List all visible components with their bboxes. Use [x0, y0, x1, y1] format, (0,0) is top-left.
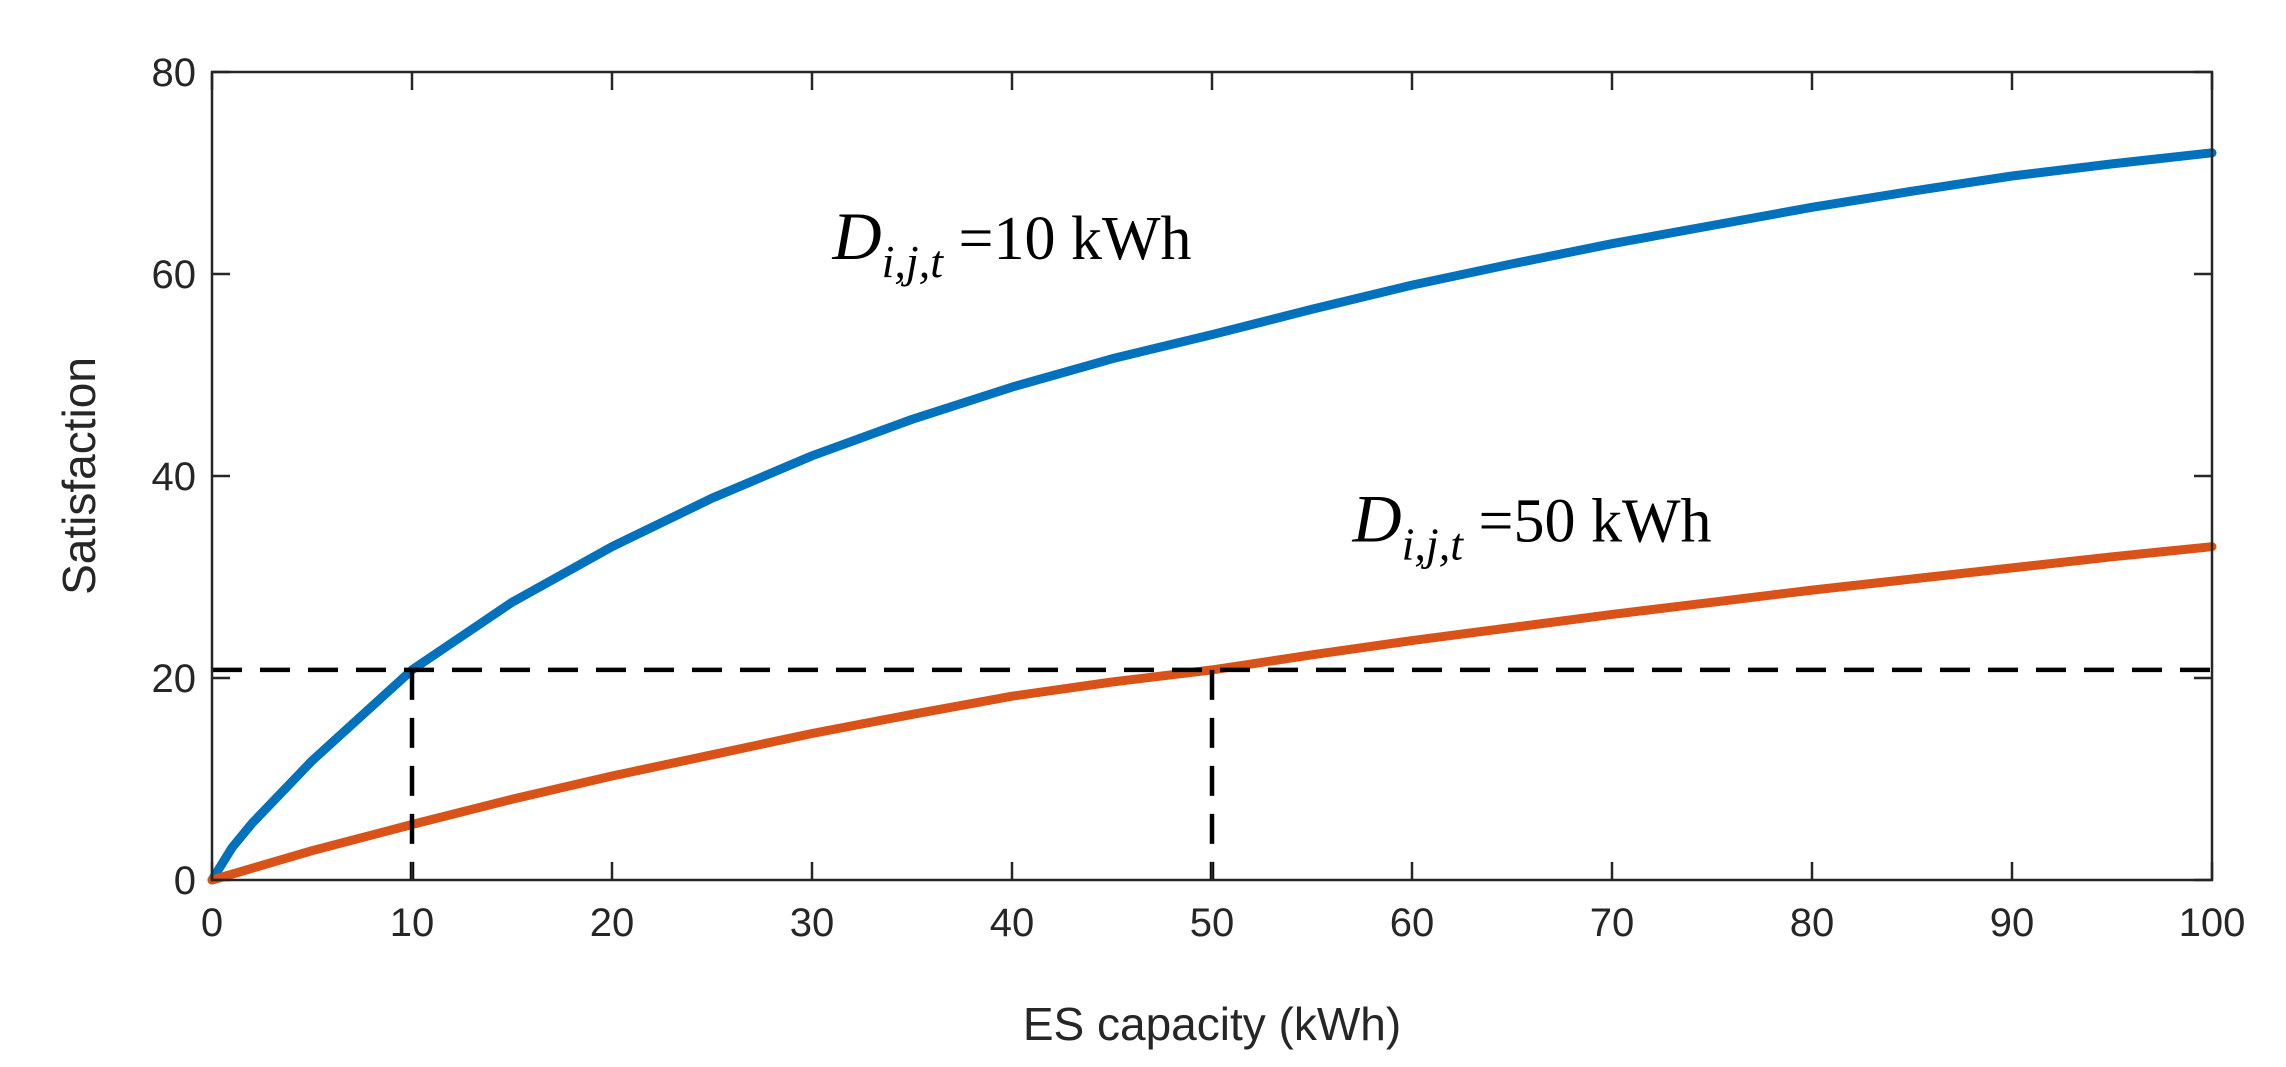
x-tick-label: 10 [390, 901, 435, 945]
annotation-subscript: i,j,t [1402, 519, 1465, 570]
y-tick-label: 60 [152, 253, 197, 297]
annotation-text: =10 kWh [943, 205, 1191, 273]
annotation-subscript: i,j,t [882, 236, 945, 287]
x-tick-label: 0 [201, 901, 223, 945]
x-tick-label: 50 [1190, 901, 1235, 945]
series-annotation-1: Di,j,t =10 kWh [832, 198, 1192, 287]
annotation-text: =50 kWh [1463, 488, 1711, 556]
x-tick-label: 30 [790, 901, 835, 945]
x-tick-label: 100 [2179, 901, 2246, 945]
series-annotation-2: Di,j,t =50 kWh [1352, 481, 1712, 570]
annotation-symbol: D [832, 198, 882, 274]
annotation-symbol: D [1352, 481, 1402, 557]
y-tick-label: 40 [152, 455, 197, 499]
series-layer [207, 148, 2217, 885]
x-tick-label: 90 [1990, 901, 2035, 945]
x-tick-label: 80 [1790, 901, 1835, 945]
y-axis-label: Satisfaction [53, 357, 105, 595]
x-tick-label: 60 [1390, 901, 1435, 945]
x-tick-label: 40 [990, 901, 1035, 945]
y-tick-label: 80 [152, 51, 197, 95]
x-axis-ticks: 0 10 20 30 40 50 60 70 80 90 100 [201, 72, 2246, 945]
x-tick-label: 70 [1590, 901, 1635, 945]
series-line-1 [207, 148, 2217, 885]
x-axis-label: ES capacity (kWh) [1023, 998, 1401, 1050]
reference-lines [212, 667, 2212, 880]
y-tick-label: 0 [174, 859, 196, 903]
y-tick-label: 20 [152, 657, 197, 701]
x-tick-label: 20 [590, 901, 635, 945]
series-line-2 [207, 542, 2217, 885]
y-axis-ticks: 0 20 40 60 80 [152, 51, 2212, 903]
